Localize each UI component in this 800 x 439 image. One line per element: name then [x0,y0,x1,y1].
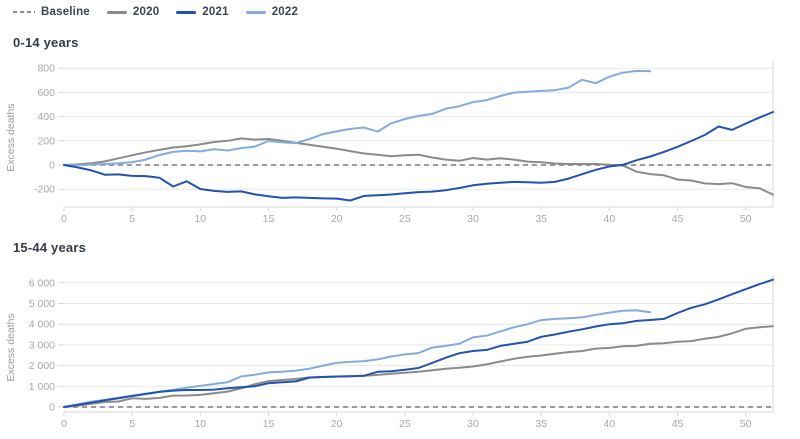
x-tick-label: 25 [399,418,411,430]
legend-item-2021[interactable]: 2021 [176,6,228,18]
legend-item-2022[interactable]: 2022 [245,6,299,18]
legend-label: 2022 [271,6,299,18]
x-tick-label: 50 [740,418,752,430]
x-tick-label: 0 [61,213,67,225]
x-tick-label: 15 [263,213,275,225]
x-tick-label: 15 [263,418,275,430]
y-tick-label: 3 000 [29,339,55,351]
x-tick-label: 45 [672,418,684,430]
x-tick-label: 45 [672,213,684,225]
y-tick-label: 4 000 [29,319,55,331]
y-tick-label: 2 000 [29,360,55,372]
y-axis-label: Excess deaths [5,103,17,171]
x-tick-label: 40 [604,418,616,430]
series-2022-swatch-icon [245,10,266,14]
x-tick-label: 5 [129,213,135,225]
legend-label: 2021 [202,6,229,18]
x-tick-label: 50 [740,213,752,225]
x-tick-label: 20 [331,213,343,225]
x-tick-label: 20 [331,418,343,430]
x-tick-label: 25 [399,213,411,225]
y-tick-label: 0 [49,402,55,414]
x-tick-label: 35 [535,213,547,225]
y-tick-label: 400 [37,111,55,123]
series-line-2022 [63,69,652,166]
legend-label: Baseline [41,6,90,18]
legend-label: 2020 [132,6,160,18]
legend-item-2020[interactable]: 2020 [106,6,160,18]
chart-legend: Baseline 2020 2021 2022 [13,6,298,18]
y-tick-label: -200 [34,184,55,196]
y-tick-label: 800 [37,63,55,75]
x-tick-label: 35 [535,418,547,430]
x-tick-label: 30 [467,213,479,225]
y-axis-label: Excess deaths [5,313,17,381]
y-tick-label: 600 [37,87,55,99]
x-tick-label: 40 [604,213,616,225]
x-tick-label: 30 [467,418,479,430]
legend-item-baseline[interactable]: Baseline [13,6,90,18]
series-2020-swatch-icon [106,10,127,14]
y-tick-label: 6 000 [29,277,55,289]
x-tick-label: 10 [194,213,206,225]
y-tick-label: 5 000 [29,298,55,310]
series-line-2020 [63,137,774,196]
baseline-dash-swatch-icon [13,11,35,13]
y-tick-label: 1 000 [29,381,55,393]
x-tick-label: 10 [194,418,206,430]
x-tick-label: 0 [61,418,67,430]
chart-15-44-years: 0 1 000 2 000 3 000 4 000 5 000 6 000 0 5 10 15 20 2… [5,274,774,430]
x-tick-label: 5 [129,418,135,430]
y-tick-label: 200 [37,135,55,147]
y-tick-label: 0 [49,160,55,172]
chart-title-15-44-years: 15-44 years [13,240,87,255]
chart-0-14-years: -200 0 200 400 600 800 0 5 10 15 20 25 30 35 40 45 50 Exc… [5,60,774,225]
chart-title-0-14-years: 0-14 years [13,35,79,50]
series-line-2020 [63,325,774,408]
series-2021-swatch-icon [176,10,197,14]
series-line-2021 [63,278,774,408]
series-line-2021 [63,111,774,202]
